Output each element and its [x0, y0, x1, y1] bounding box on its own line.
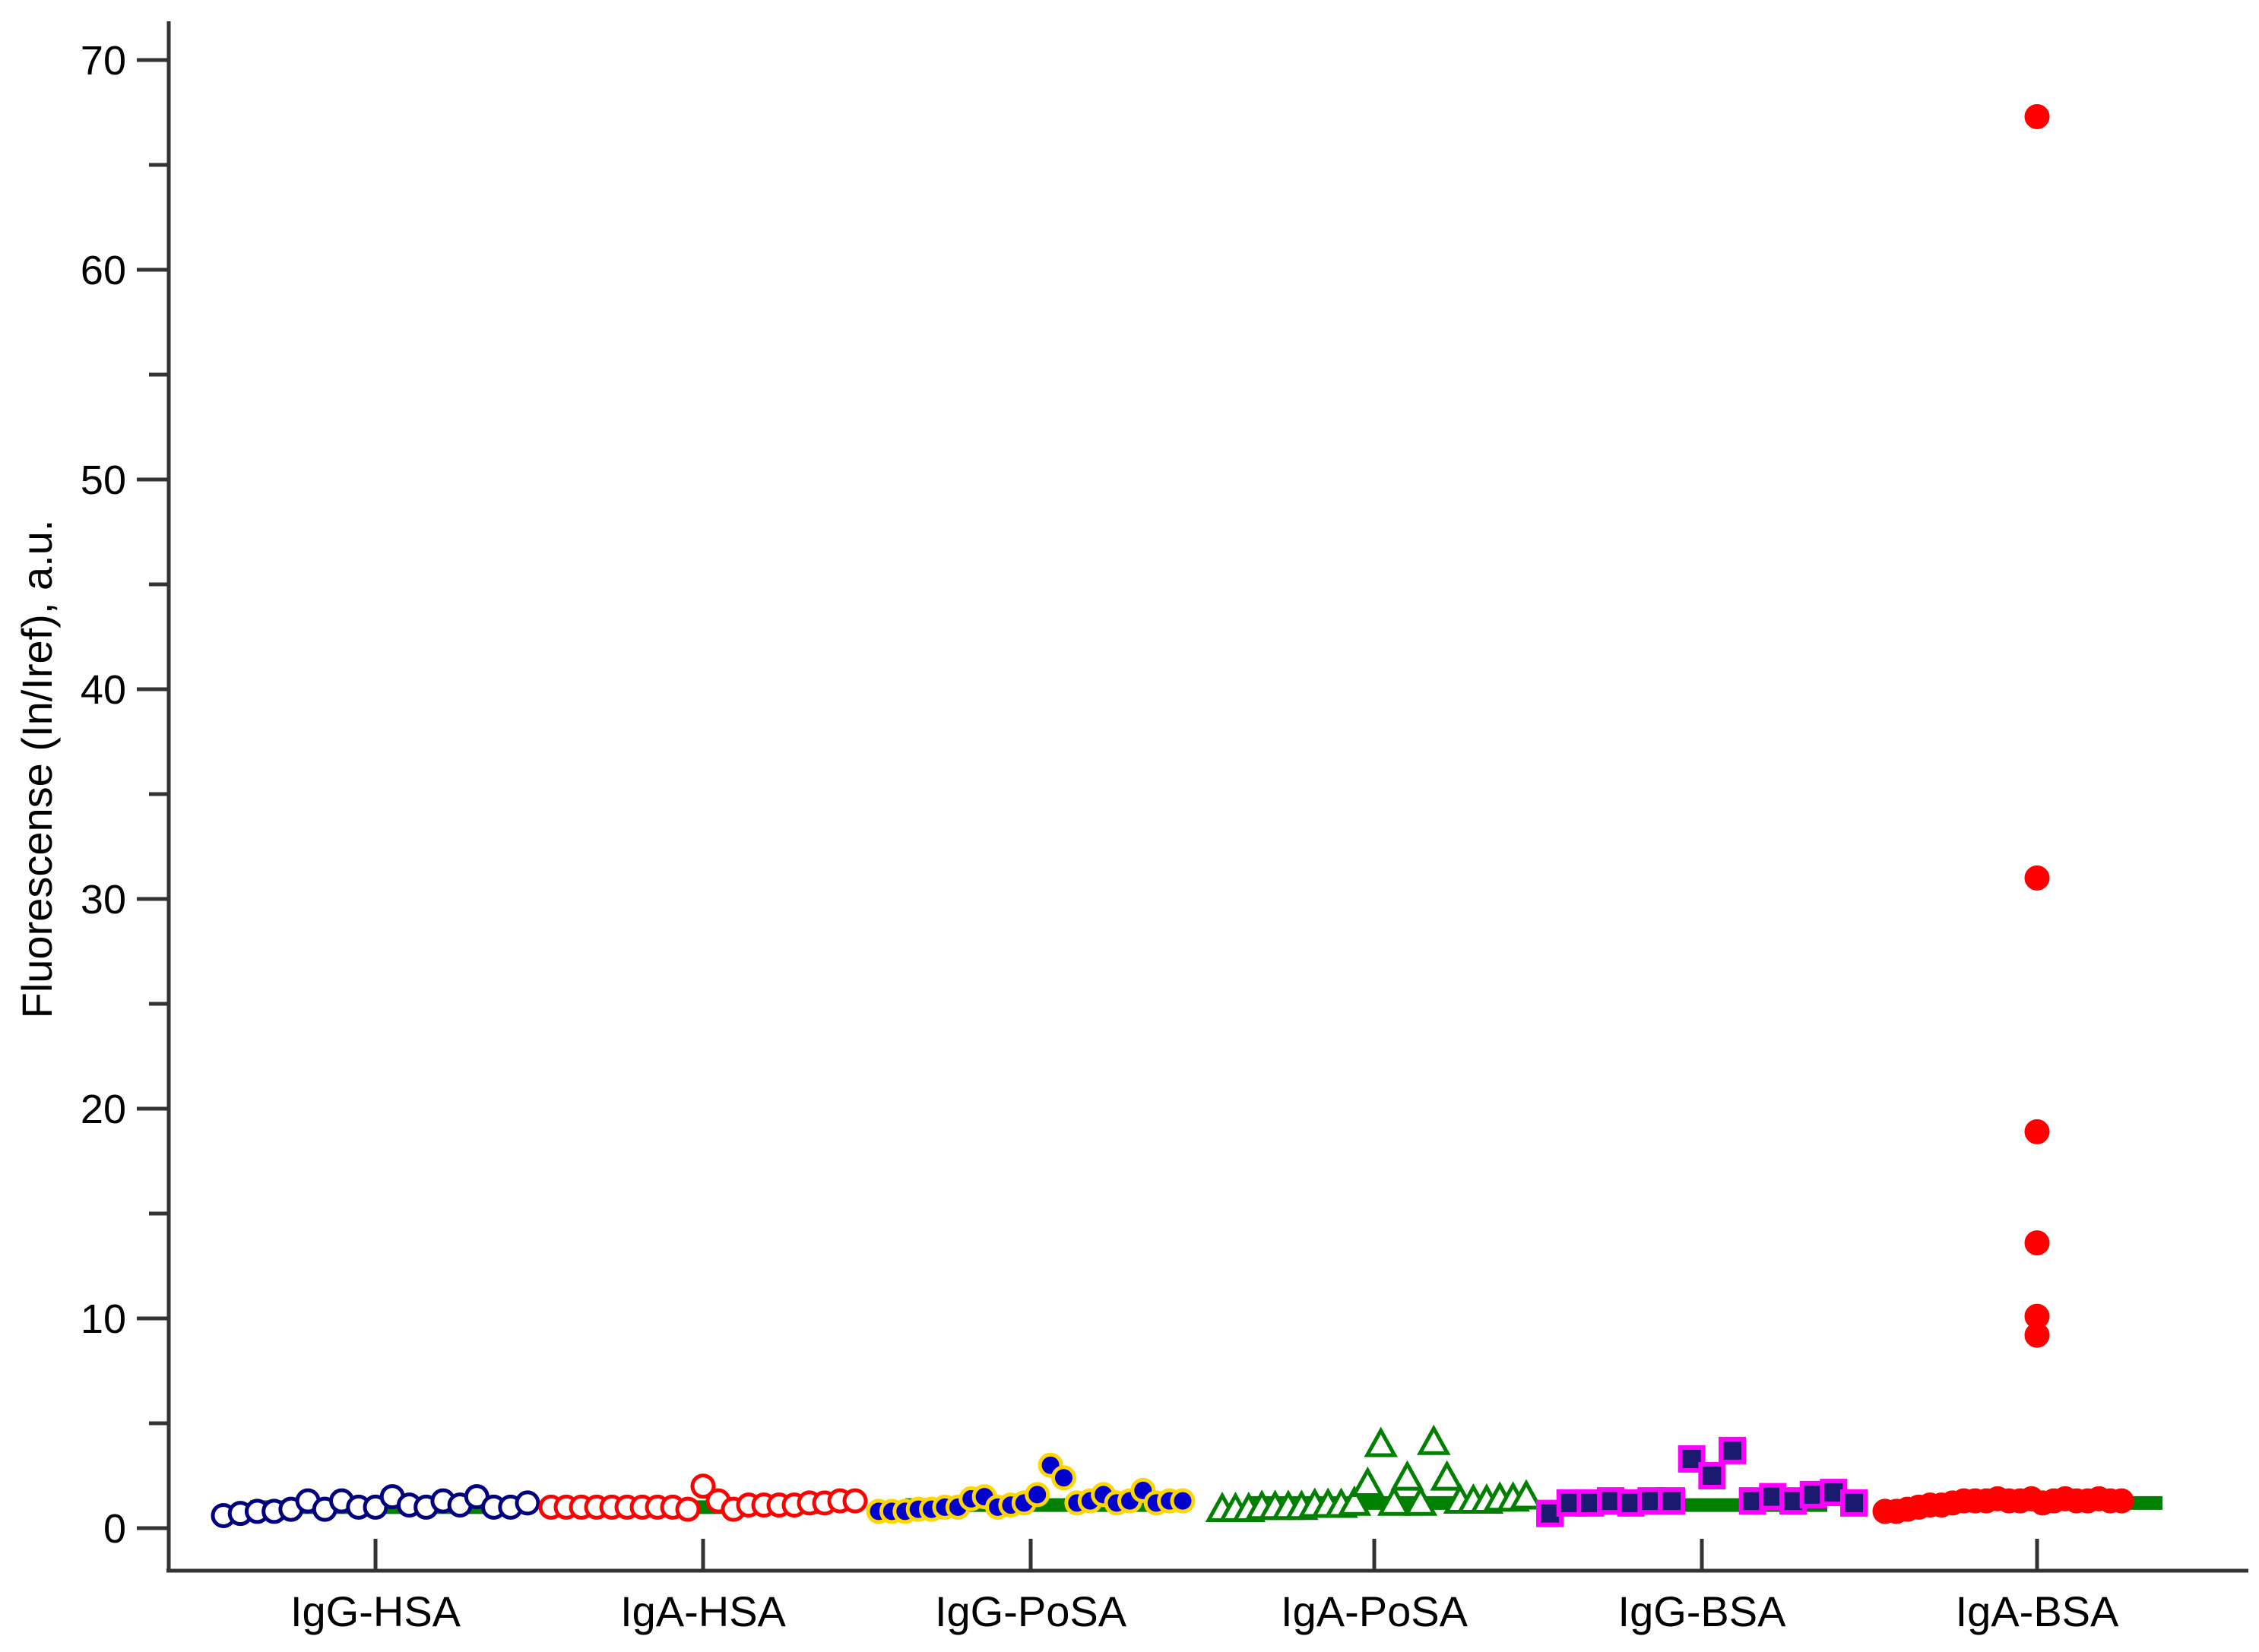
- series-iga-bsa: [1872, 104, 2134, 1524]
- point-igg-posa-12: [1025, 1482, 1050, 1508]
- point-iga-posa-16: [1417, 1424, 1451, 1455]
- point-iga-hsa-10: [690, 1473, 716, 1499]
- y-tick-label-70: 70: [81, 38, 126, 84]
- y-axis-ticks: 0 10 20 30 40 50 60 70: [81, 38, 169, 1552]
- point-igg-hsa-18: [515, 1490, 540, 1516]
- y-tick-label-40: 40: [81, 667, 126, 713]
- y-tick-label-10: 10: [81, 1296, 126, 1342]
- point-iga-posa-15: [1403, 1485, 1438, 1516]
- point-iga-bsa-21: [2109, 1488, 2134, 1514]
- point-iga-posa-11: [1351, 1466, 1385, 1497]
- x-tick-label-iga-posa: IgA-PoSA: [1281, 1587, 1469, 1635]
- point-iga-posa-10: [1337, 1485, 1372, 1516]
- axes: [166, 21, 2248, 1573]
- point-igg-bsa-8: [1698, 1462, 1726, 1489]
- point-igg-bsa-9: [1719, 1436, 1746, 1464]
- data-points: [211, 104, 2134, 1528]
- point-iga-posa-17: [1430, 1460, 1464, 1491]
- point-igg-posa-23: [1170, 1488, 1196, 1514]
- x-tick-label-iga-bsa: IgA-BSA: [1956, 1587, 2119, 1635]
- point-iga-bsa-25: [2024, 1230, 2050, 1256]
- point-igg-bsa-7: [1678, 1445, 1706, 1473]
- y-tick-label-30: 30: [81, 877, 126, 923]
- point-iga-posa-12: [1364, 1426, 1398, 1457]
- series-iga-posa: [1205, 1424, 1544, 1523]
- point-iga-hsa-9: [675, 1496, 701, 1522]
- x-axis-ticks: IgG-HSA IgA-HSA IgG-PoSA IgA-PoSA IgG-BSA IgA…: [290, 1539, 2119, 1635]
- point-iga-bsa-23: [2024, 865, 2050, 891]
- point-iga-posa-13: [1377, 1485, 1411, 1516]
- y-axis-title-group: Fluorescense (In/Iref), a.u.: [13, 520, 61, 1019]
- y-axis-title: Fluorescense (In/Iref), a.u.: [13, 520, 61, 1019]
- point-iga-bsa-22: [2024, 104, 2050, 130]
- point-iga-bsa-24: [2024, 1119, 2050, 1144]
- point-iga-posa-23: [1509, 1479, 1544, 1510]
- x-tick-label-igg-hsa: IgG-HSA: [290, 1587, 461, 1635]
- x-tick-label-igg-bsa: IgG-BSA: [1618, 1587, 1787, 1635]
- point-igg-posa-14: [1050, 1465, 1076, 1491]
- point-iga-posa-14: [1390, 1460, 1424, 1491]
- y-tick-label-20: 20: [81, 1087, 126, 1132]
- y-tick-label-50: 50: [81, 457, 126, 503]
- series-igg-bsa: [1536, 1436, 1868, 1527]
- series-igg-posa: [866, 1452, 1196, 1524]
- series-iga-hsa: [538, 1473, 868, 1522]
- y-tick-label-0: 0: [103, 1506, 126, 1552]
- point-igg-bsa-15: [1840, 1489, 1868, 1517]
- point-igg-bsa-6: [1658, 1487, 1685, 1515]
- x-tick-label-iga-hsa: IgA-HSA: [620, 1587, 786, 1635]
- x-tick-label-igg-posa: IgG-PoSA: [935, 1587, 1127, 1635]
- point-iga-bsa-27: [2024, 1322, 2050, 1348]
- y-tick-label-60: 60: [81, 248, 126, 293]
- series-igg-hsa: [211, 1484, 540, 1528]
- point-iga-hsa-20: [842, 1488, 868, 1514]
